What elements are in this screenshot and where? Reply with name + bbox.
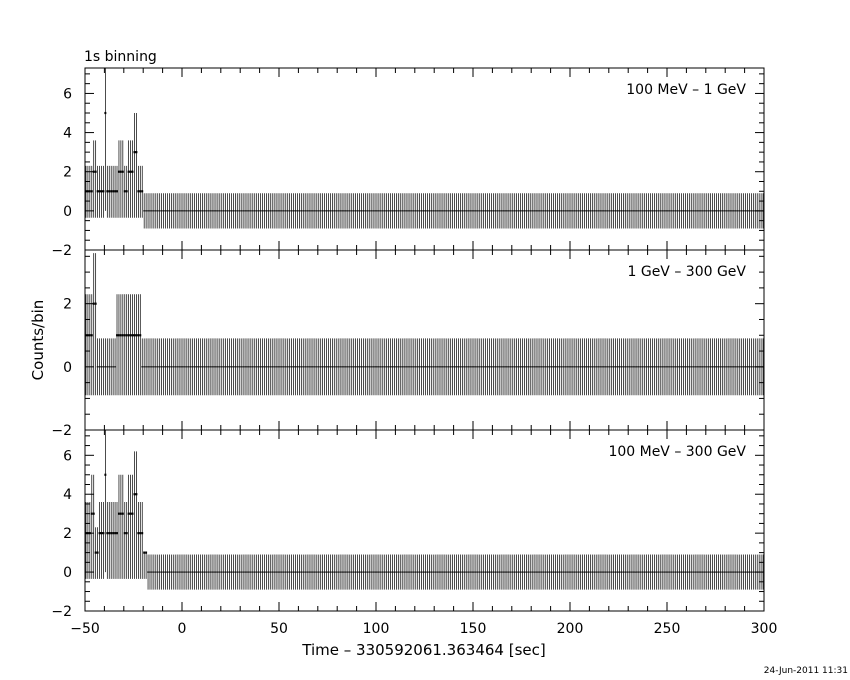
y-tick-label: 6 bbox=[63, 86, 72, 102]
energy-band-label: 100 MeV – 300 GeV bbox=[608, 444, 746, 460]
error-bars-panel-3 bbox=[85, 430, 764, 590]
y-tick-label: −2 bbox=[51, 423, 72, 439]
panel-frame-3 bbox=[84, 429, 765, 612]
y-tick-label: 0 bbox=[63, 360, 72, 376]
y-tick-label: 2 bbox=[63, 165, 72, 181]
error-bars-panel-2 bbox=[85, 253, 764, 396]
y-ticks-panel-2: −2 0 2 bbox=[51, 250, 765, 439]
x-tick-label: 0 bbox=[178, 621, 187, 637]
x-tick-label: 150 bbox=[460, 621, 487, 637]
x-tick-label: 200 bbox=[557, 621, 584, 637]
y-tick-label: 6 bbox=[63, 448, 72, 464]
y-axis-label: Counts/bin bbox=[29, 300, 47, 381]
y-tick-label: 4 bbox=[63, 126, 72, 142]
x-tick-label: −50 bbox=[70, 621, 100, 637]
error-bars-panel-1 bbox=[85, 68, 764, 229]
x-axis-ticks: −50 0 50 100 150 200 250 300 bbox=[70, 621, 777, 637]
x-tick-label: 50 bbox=[270, 621, 288, 637]
y-tick-label: 2 bbox=[63, 526, 72, 542]
panel-100mev-300gev: −2 0 2 4 6 100 MeV – 300 GeV bbox=[51, 429, 765, 620]
energy-band-label: 100 MeV – 1 GeV bbox=[626, 82, 746, 98]
energy-band-label: 1 GeV – 300 GeV bbox=[627, 264, 746, 280]
x-tick-label: 250 bbox=[654, 621, 681, 637]
date-stamp: 24-Jun-2011 11:31 bbox=[764, 666, 848, 676]
binning-title: 1s binning bbox=[84, 49, 157, 65]
y-tick-label: 2 bbox=[63, 297, 72, 313]
panel-100mev-1gev: −2 0 2 4 6 100 MeV – 1 GeV bbox=[51, 67, 765, 259]
y-tick-label: 4 bbox=[63, 487, 72, 503]
x-tick-label: 100 bbox=[363, 621, 390, 637]
y-tick-label: −2 bbox=[51, 604, 72, 620]
y-ticks-panel-3: −2 0 2 4 6 bbox=[51, 430, 765, 620]
x-axis-label: Time – 330592061.363464 [sec] bbox=[301, 641, 545, 659]
y-tick-label: 0 bbox=[63, 204, 72, 220]
y-tick-label: −2 bbox=[51, 243, 72, 259]
panel-1gev-300gev: −2 0 2 1 GeV – 300 GeV bbox=[51, 249, 765, 439]
x-tick-label: 300 bbox=[751, 621, 778, 637]
y-tick-label: 0 bbox=[63, 565, 72, 581]
